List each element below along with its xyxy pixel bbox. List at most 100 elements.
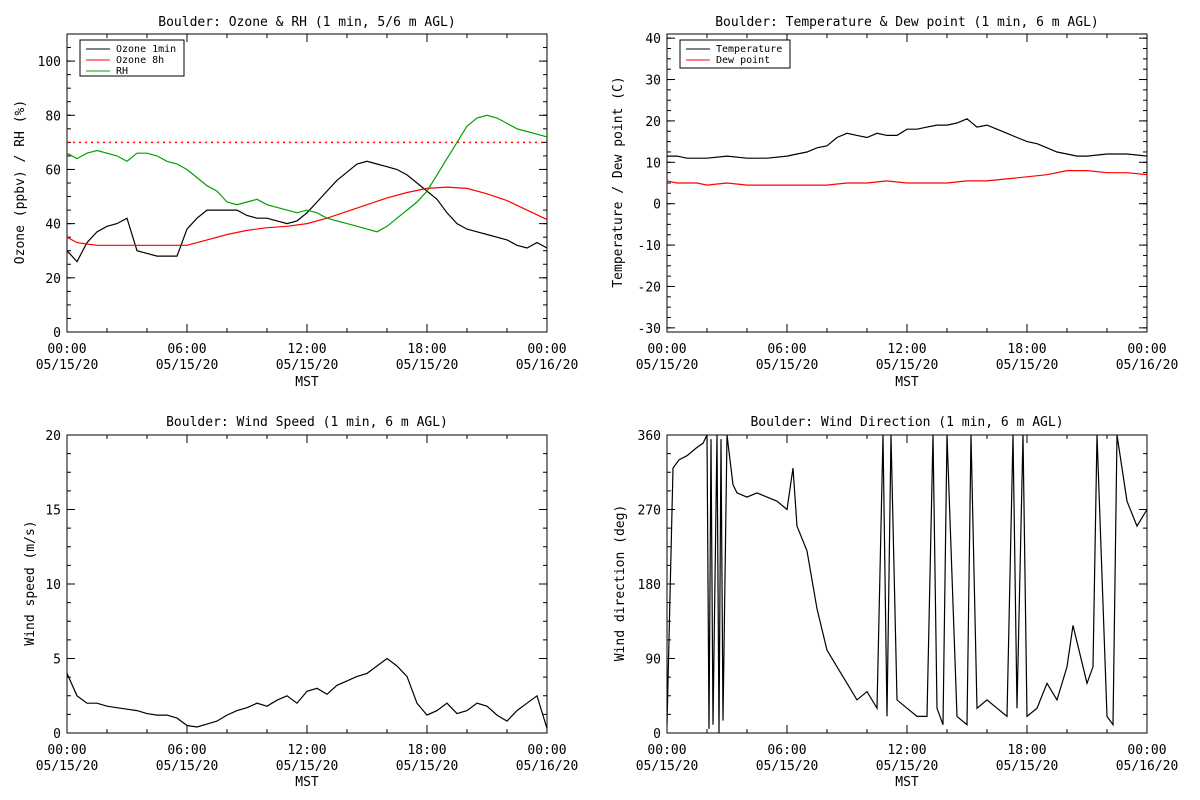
wind-direction-xtick-time: 12:00 — [887, 743, 926, 758]
temperature-dewpoint-ytick-label: -30 — [638, 322, 661, 337]
temperature-dewpoint-xtick-time: 18:00 — [1007, 342, 1046, 357]
legend-label-rh: RH — [116, 66, 128, 77]
ozone-rh-ytick-label: 40 — [45, 218, 61, 233]
temperature-dewpoint-xtick-date: 05/15/20 — [996, 358, 1059, 373]
wind-speed-ytick-label: 15 — [45, 504, 61, 519]
temperature-dewpoint-xtick-time: 00:00 — [1127, 342, 1166, 357]
ozone-rh-xtick-date: 05/15/20 — [396, 358, 459, 373]
wind-speed-title: Boulder: Wind Speed (1 min, 6 m AGL) — [166, 415, 448, 430]
ozone-rh-series-rh — [66, 114, 548, 233]
ozone-rh-plot-frame — [66, 33, 548, 333]
wind-speed-series — [66, 657, 548, 729]
wind-direction-ytick-label: 90 — [645, 653, 661, 668]
ozone-rh-ytick-label: 0 — [53, 326, 61, 341]
wind-direction-yticks: 0 90 180 270 360 — [638, 429, 1147, 742]
wind-speed-series-series — [66, 657, 548, 729]
wind-speed-xtick-date: 05/15/20 — [156, 759, 219, 774]
ozone-rh-ytick-label: 80 — [45, 109, 61, 124]
ozone-rh-xtick-time: 06:00 — [167, 342, 206, 357]
wind-speed-yticks: 0 5 10 15 20 — [45, 429, 547, 742]
wind-direction-xtick-date: 05/15/20 — [756, 759, 819, 774]
wind-direction-ytick-label: 270 — [638, 504, 661, 519]
wind-speed-xtick-date: 05/16/20 — [516, 759, 579, 774]
legend-label-temperature: Temperature — [716, 44, 782, 55]
temperature-dewpoint-xticks: 00:0005/15/2006:0005/15/2012:0005/15/201… — [636, 34, 1179, 373]
wind-speed-xtick-time: 00:00 — [527, 743, 566, 758]
ozone-rh-yticks: 0 20 40 60 80 100 — [38, 33, 547, 341]
wind-speed-ytick-label: 10 — [45, 578, 61, 593]
wind-direction-xtick-time: 06:00 — [767, 743, 806, 758]
ozone-rh-ytick-label: 60 — [45, 163, 61, 178]
ozone-rh-ylabel: Ozone (ppbv) / RH (%) — [13, 100, 28, 264]
wind-direction-xlabel: MST — [895, 775, 919, 790]
temperature-dewpoint-legend: Temperature Dew point — [679, 39, 791, 69]
ozone-rh-legend: Ozone 1min Ozone 8h RH — [79, 39, 185, 77]
temperature-dewpoint-xlabel: MST — [895, 375, 919, 390]
ozone-rh-panel: Boulder: Ozone & RH (1 min, 5/6 m AGL) O… — [13, 15, 578, 390]
ozone-rh-xtick-time: 00:00 — [527, 342, 566, 357]
ozone-rh-series-ozone-8h — [66, 186, 548, 246]
ozone-rh-xtick-time: 00:00 — [47, 342, 86, 357]
temperature-dewpoint-ytick-label: 40 — [645, 32, 661, 47]
wind-speed-xtick-time: 18:00 — [407, 743, 446, 758]
temperature-dewpoint-ytick-label: 10 — [645, 156, 661, 171]
wind-direction-xtick-time: 18:00 — [1007, 743, 1046, 758]
ozone-rh-xticks: 00:0005/15/2006:0005/15/2012:0005/15/201… — [36, 34, 579, 373]
temperature-dewpoint-legend-box — [679, 39, 791, 69]
ozone-rh-legend-box — [79, 39, 185, 77]
temperature-dewpoint-series-dew-point — [666, 170, 1148, 186]
wind-direction-xtick-date: 05/16/20 — [1116, 759, 1179, 774]
ozone-rh-xtick-date: 05/16/20 — [516, 358, 579, 373]
ozone-rh-xtick-time: 18:00 — [407, 342, 446, 357]
wind-direction-xtick-date: 05/15/20 — [996, 759, 1059, 774]
ozone-rh-title: Boulder: Ozone & RH (1 min, 5/6 m AGL) — [158, 15, 455, 30]
wind-direction-xtick-date: 05/15/20 — [876, 759, 939, 774]
temperature-dewpoint-xtick-date: 05/15/20 — [636, 358, 699, 373]
wind-direction-xtick-date: 05/15/20 — [636, 759, 699, 774]
wind-direction-xticks: 00:0005/15/2006:0005/15/2012:0005/15/201… — [636, 435, 1179, 774]
wind-direction-plot-frame — [666, 434, 1148, 734]
wind-speed-xtick-time: 00:00 — [47, 743, 86, 758]
wind-speed-xticks: 00:0005/15/2006:0005/15/2012:0005/15/201… — [36, 435, 579, 774]
wind-speed-xlabel: MST — [295, 775, 319, 790]
wind-speed-panel: Boulder: Wind Speed (1 min, 6 m AGL) Win… — [23, 415, 578, 790]
wind-direction-xtick-time: 00:00 — [1127, 743, 1166, 758]
wind-speed-xtick-time: 12:00 — [287, 743, 326, 758]
temperature-dewpoint-series-temperature — [667, 118, 1148, 159]
wind-speed-xtick-time: 06:00 — [167, 743, 206, 758]
wind-speed-ytick-label: 20 — [45, 429, 61, 444]
wind-direction-ytick-label: 180 — [638, 578, 661, 593]
temperature-dewpoint-ytick-label: -10 — [638, 239, 661, 254]
wind-speed-xtick-date: 05/15/20 — [276, 759, 339, 774]
temperature-dewpoint-ylabel: Temperature / Dew point (C) — [611, 76, 626, 287]
wind-direction-series — [666, 434, 1148, 734]
temperature-dewpoint-panel: Boulder: Temperature & Dew point (1 min,… — [611, 15, 1178, 390]
wind-speed-xtick-date: 05/15/20 — [396, 759, 459, 774]
temperature-dewpoint-ytick-label: 0 — [653, 198, 661, 213]
ozone-rh-xtick-date: 05/15/20 — [276, 358, 339, 373]
ozone-rh-xtick-date: 05/15/20 — [156, 358, 219, 373]
wind-speed-ytick-label: 5 — [53, 653, 61, 668]
legend-label-dew-point: Dew point — [716, 55, 770, 66]
wind-speed-xtick-date: 05/15/20 — [36, 759, 99, 774]
temperature-dewpoint-xtick-time: 00:00 — [647, 342, 686, 357]
wind-speed-ylabel: Wind speed (m/s) — [23, 520, 38, 645]
temperature-dewpoint-xtick-time: 06:00 — [767, 342, 806, 357]
wind-speed-plot-frame — [66, 434, 548, 734]
temperature-dewpoint-xtick-date: 05/15/20 — [876, 358, 939, 373]
temperature-dewpoint-xtick-date: 05/15/20 — [756, 358, 819, 373]
wind-direction-ytick-label: 360 — [638, 429, 661, 444]
temperature-dewpoint-ytick-label: 20 — [645, 115, 661, 130]
temperature-dewpoint-ytick-label: 30 — [645, 74, 661, 89]
wind-speed-ytick-label: 0 — [53, 727, 61, 742]
temperature-dewpoint-title: Boulder: Temperature & Dew point (1 min,… — [715, 15, 1099, 30]
wind-direction-series-series — [666, 434, 1148, 734]
temperature-dewpoint-xtick-time: 12:00 — [887, 342, 926, 357]
temperature-dewpoint-series — [666, 118, 1148, 186]
ozone-rh-series-ozone-1min — [66, 160, 548, 263]
temperature-dewpoint-xtick-date: 05/16/20 — [1116, 358, 1179, 373]
ozone-rh-xtick-date: 05/15/20 — [36, 358, 99, 373]
wind-direction-ylabel: Wind direction (deg) — [613, 505, 628, 662]
wind-direction-title: Boulder: Wind Direction (1 min, 6 m AGL) — [750, 415, 1063, 430]
